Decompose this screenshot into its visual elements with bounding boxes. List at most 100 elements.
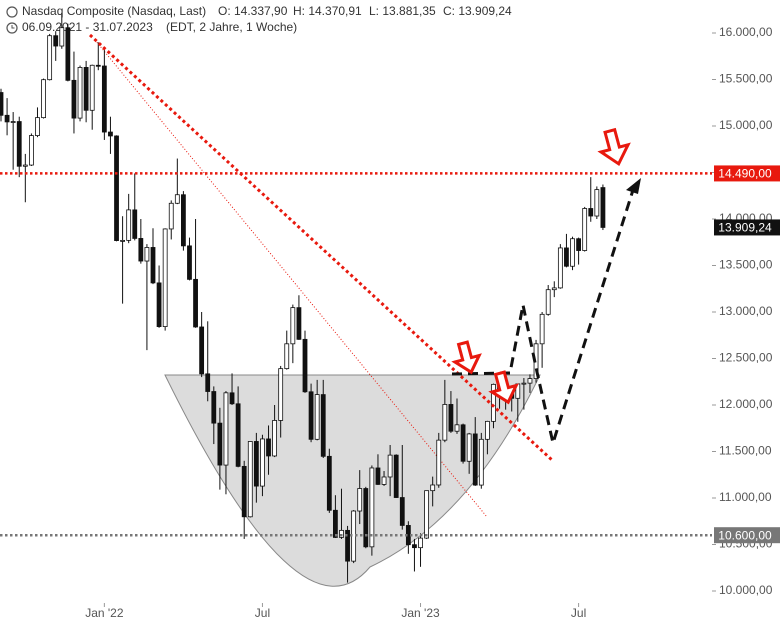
y-tick-label: 12.500,00 (719, 351, 773, 365)
candle-body (466, 433, 472, 462)
candle-body (357, 488, 363, 512)
y-tick-label: 12.000,00 (719, 397, 773, 411)
candle-body (290, 307, 296, 345)
candle-body (284, 343, 290, 370)
candle-body (4, 114, 10, 123)
candle-body (211, 391, 217, 424)
ohlc-high: H: 14.370,91 (293, 4, 362, 18)
candle-body (460, 424, 466, 462)
candle-body (35, 117, 40, 136)
y-tick-label: 15.500,00 (719, 72, 773, 86)
x-tick-label: Jul (571, 606, 586, 620)
candle-body (345, 529, 350, 562)
candle-body (363, 488, 369, 548)
candle-body (442, 404, 448, 441)
candle-body (53, 35, 59, 47)
candle-body (22, 164, 28, 167)
candle-body (551, 287, 557, 291)
candle-body (478, 438, 484, 486)
period: 06.09.2021 - 31.07.2023 (22, 20, 153, 34)
candle-body (71, 79, 77, 119)
candle-body (369, 467, 375, 548)
ohlc-open: O: 14.337,90 (218, 4, 288, 18)
candle-body (144, 247, 150, 262)
candle-body (120, 239, 125, 242)
candle-body (302, 338, 308, 393)
candle-body (28, 135, 34, 166)
x-tick-label: Jan '23 (401, 606, 440, 620)
candle-body (564, 247, 569, 267)
candle-body (491, 383, 496, 422)
candle-body (89, 64, 95, 111)
candle-body (472, 433, 478, 486)
candle-body (101, 65, 107, 133)
candle-body (247, 441, 253, 518)
candle-body (399, 497, 405, 526)
value-tag (714, 165, 780, 182)
candle-body (241, 465, 247, 518)
candle-body (539, 313, 545, 345)
drawings-over (88, 33, 641, 462)
candle-body (47, 35, 53, 81)
axes: 10.000,0010.500,0011.000,0011.500,0012.0… (85, 25, 780, 620)
candle-body (557, 247, 563, 289)
candles (0, 13, 712, 583)
y-tick-label: 15.000,00 (719, 118, 773, 132)
candle-body (95, 64, 101, 67)
red-arrow (451, 340, 482, 375)
y-tick-label: 11.000,00 (719, 490, 772, 504)
value-tag (714, 527, 780, 544)
y-tick-label: 16.000,00 (719, 25, 773, 39)
candle-body (180, 194, 186, 247)
y-tick-label: 13.500,00 (719, 258, 773, 272)
candle-body (570, 238, 575, 267)
candle-body (332, 509, 338, 538)
candle-body (0, 92, 4, 116)
candle-body (77, 67, 83, 119)
value-tag-label: 13.909,24 (718, 221, 772, 235)
candle-body (217, 422, 223, 466)
projection-arrowhead (626, 178, 641, 194)
x-tick-label: Jan '22 (85, 606, 124, 620)
candle-body (156, 282, 162, 328)
candle-body (600, 187, 606, 228)
candle-body (454, 424, 460, 432)
candle-body (83, 67, 89, 111)
drawings-under (94, 39, 541, 587)
candle-body (339, 529, 344, 538)
info-icon (6, 6, 18, 18)
y-tick-label: 10.000,00 (719, 583, 773, 597)
candle-body (436, 439, 442, 486)
clock-hands (11, 25, 15, 29)
candle-body (594, 189, 600, 217)
candle-body (65, 27, 71, 81)
ohlc-close: C: 13.909,24 (443, 4, 512, 18)
value-tag-label: 10.600,00 (718, 528, 772, 542)
y-tick-label: 13.000,00 (719, 304, 773, 318)
candle-body (132, 209, 138, 239)
candle-body (174, 194, 180, 204)
candle-body (59, 27, 65, 47)
candle-body (41, 79, 46, 119)
x-tick-label: Jul (255, 606, 270, 620)
candle-body (266, 438, 271, 457)
candle-body (229, 392, 235, 405)
candle-body (278, 368, 284, 421)
candle-body (381, 476, 387, 485)
candle-body (205, 373, 211, 392)
candle-body (308, 391, 314, 440)
header: Nasdaq Composite (Nasdaq, Last) O: 14.33… (6, 4, 512, 34)
candle-body (150, 247, 156, 284)
ohlc-low: L: 13.881,35 (369, 4, 436, 18)
candle-body (430, 484, 436, 492)
candle-body (10, 121, 16, 123)
candle-body (375, 467, 381, 485)
candle-body (326, 455, 332, 511)
candle-body (387, 454, 393, 478)
chart-title: Nasdaq Composite (Nasdaq, Last) (22, 4, 206, 18)
candle-body (424, 490, 430, 539)
candle-body (235, 403, 241, 467)
candle-body (484, 420, 490, 440)
candle-body (16, 121, 22, 167)
candle-body (448, 404, 454, 432)
